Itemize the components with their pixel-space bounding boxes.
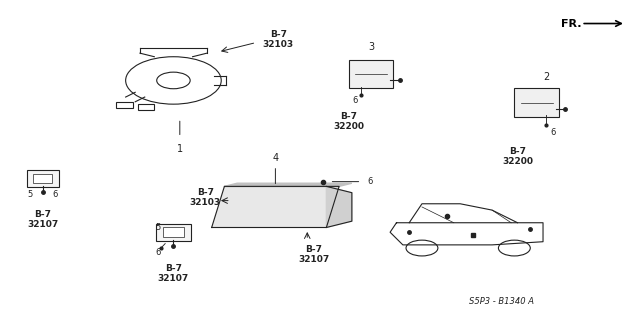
Text: B-7
32103: B-7 32103	[262, 30, 294, 49]
Text: B-7
32200: B-7 32200	[333, 112, 364, 131]
Text: 2: 2	[543, 72, 549, 82]
Text: 6: 6	[550, 128, 556, 137]
Text: B-7
32103: B-7 32103	[189, 188, 221, 207]
Text: B-7
32107: B-7 32107	[158, 264, 189, 283]
Text: 5: 5	[28, 189, 33, 198]
FancyBboxPatch shape	[515, 88, 559, 117]
Text: 6: 6	[353, 96, 358, 105]
Text: S5P3 - B1340 A: S5P3 - B1340 A	[469, 297, 534, 306]
Text: FR.: FR.	[561, 19, 581, 28]
Polygon shape	[225, 183, 352, 186]
FancyBboxPatch shape	[116, 102, 133, 108]
Text: 6: 6	[53, 189, 58, 198]
Polygon shape	[326, 186, 352, 227]
FancyBboxPatch shape	[33, 174, 52, 183]
Text: 4: 4	[273, 153, 278, 163]
Text: 3: 3	[368, 42, 374, 52]
Text: B-7
32107: B-7 32107	[298, 245, 329, 264]
Text: B-7
32200: B-7 32200	[502, 147, 533, 166]
FancyBboxPatch shape	[156, 224, 191, 241]
Text: B-7
32107: B-7 32107	[27, 210, 58, 229]
FancyBboxPatch shape	[163, 227, 184, 237]
Text: 5: 5	[156, 223, 161, 232]
Polygon shape	[212, 186, 339, 227]
FancyBboxPatch shape	[138, 104, 154, 110]
FancyBboxPatch shape	[349, 60, 394, 88]
Text: 6: 6	[156, 248, 161, 257]
Text: 1: 1	[177, 144, 183, 154]
FancyBboxPatch shape	[26, 170, 59, 187]
Text: 6: 6	[368, 177, 373, 186]
